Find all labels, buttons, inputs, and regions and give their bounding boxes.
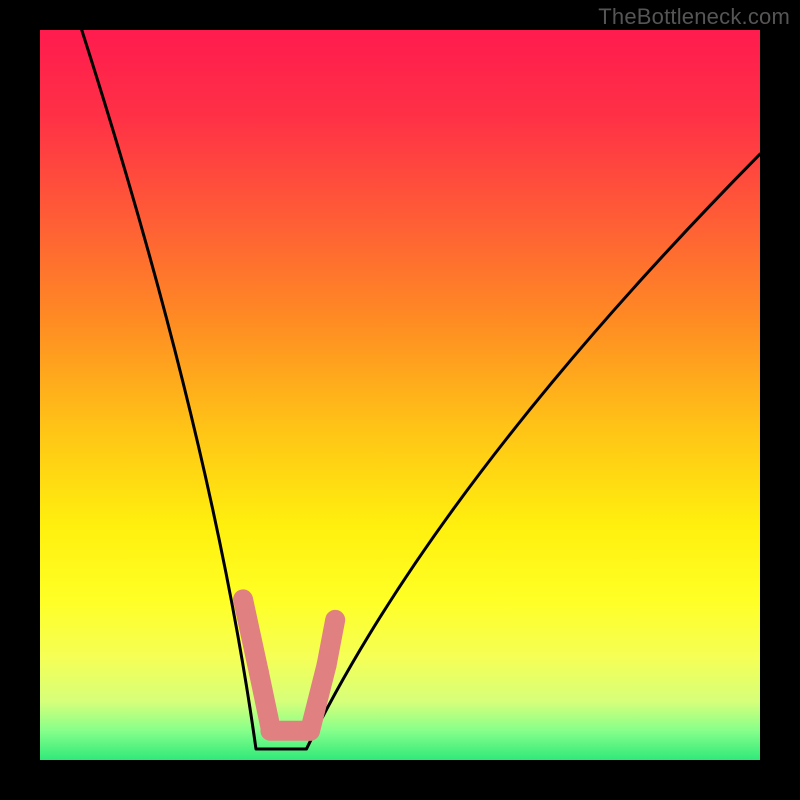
watermark-label: TheBottleneck.com — [598, 4, 790, 30]
gradient-background — [40, 30, 760, 760]
highlight-mark — [327, 620, 336, 665]
bottleneck-chart — [0, 0, 800, 800]
highlight-mark — [259, 672, 271, 727]
chart-frame: TheBottleneck.com — [0, 0, 800, 800]
